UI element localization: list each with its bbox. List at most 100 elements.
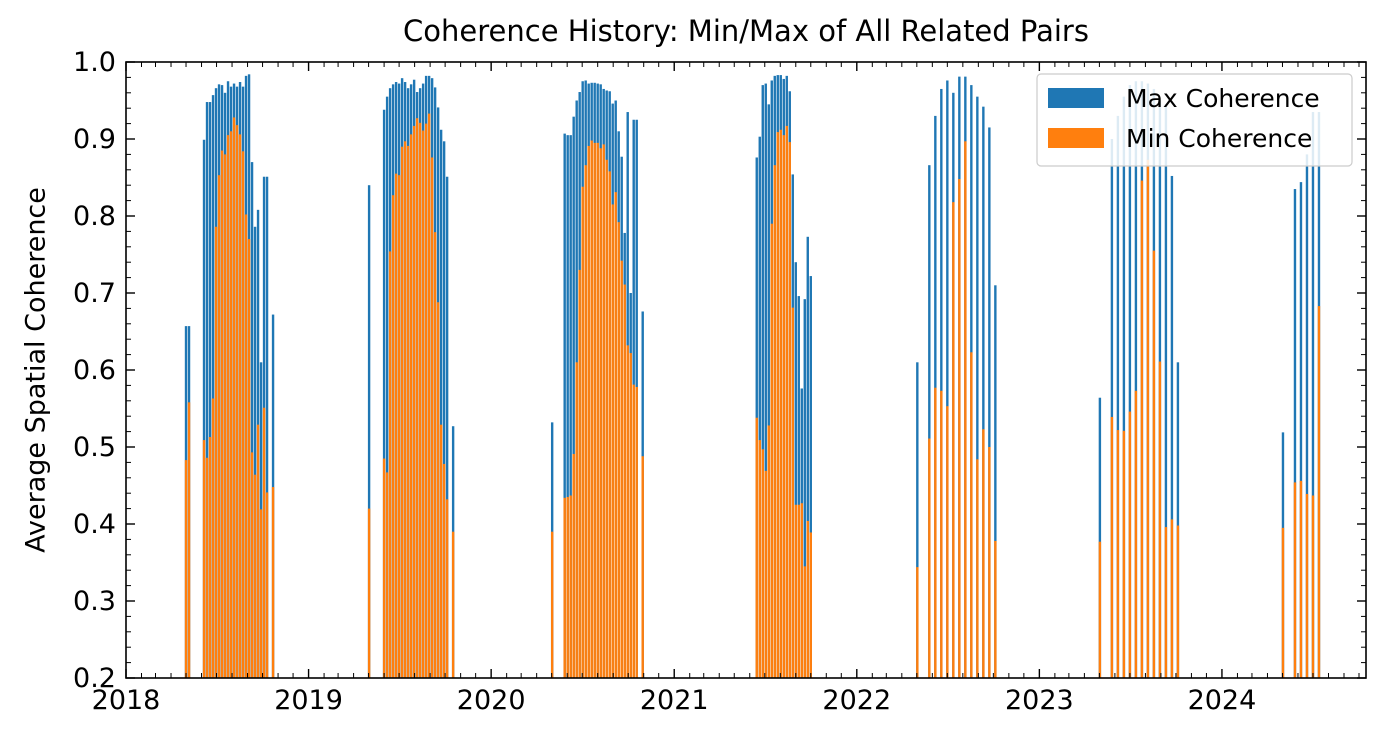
min-coherence-bar [223,154,227,678]
max-coherence-bar [442,141,446,678]
min-coherence-bar [964,141,967,678]
min-coherence-bar [788,142,791,678]
min-coherence-bar [367,508,371,678]
max-coherence-bar [761,85,764,679]
legend-swatch [1048,88,1104,108]
min-coherence-bar [770,223,773,678]
min-coherence-bar [946,406,949,678]
x-tick-label: 2019 [274,685,343,716]
min-coherence-bar [1299,480,1303,678]
min-coherence-bar [988,447,991,678]
min-coherence-bar [614,192,617,678]
min-coherence-bar [1176,525,1180,678]
max-coherence-bar [916,362,919,678]
min-coherence-bar [418,122,422,678]
min-coherence-bar [1134,390,1138,678]
max-coherence-bar [385,96,389,678]
max-coherence-bar [1098,397,1102,678]
legend-label: Max Coherence [1126,84,1320,113]
max-coherence-bar [1122,96,1126,678]
min-coherence-bar [611,204,614,678]
min-coherence-bar [427,113,431,679]
min-coherence-bar [220,150,224,679]
min-coherence-bar [626,345,629,678]
min-coherence-bar [421,130,425,678]
min-coherence-bar [1110,416,1114,678]
min-coherence-bar [1170,519,1174,678]
max-coherence-bar [809,276,812,678]
max-coherence-bar [1128,85,1132,679]
legend-label: Min Coherence [1126,124,1312,153]
max-coherence-bar [205,102,209,679]
max-coherence-bar [1299,182,1303,678]
min-coherence-bar [403,141,407,678]
min-coherence-bar [994,540,997,678]
max-coherence-bar [1305,154,1309,678]
max-coherence-bar [445,176,449,679]
max-coherence-bar [566,135,569,678]
min-coherence-bars [184,113,1321,679]
min-coherence-bar [970,352,973,678]
min-coherence-bar [800,503,803,678]
min-coherence-bar [934,387,937,678]
min-coherence-bar [605,159,608,679]
max-coherence-bar [367,185,371,678]
max-coherence-bar [572,116,575,679]
min-coherence-bar [208,436,212,678]
min-coherence-bar [952,202,955,678]
min-coherence-bar [803,566,806,678]
min-coherence-bar [982,429,985,678]
legend-box [1036,73,1353,167]
min-coherence-bar [773,165,776,678]
min-coherence-bar [584,165,587,678]
min-coherence-bar [632,384,635,678]
legend-swatch [1048,128,1104,148]
min-coherence-bar [442,463,446,678]
min-coherence-bar [629,353,632,678]
max-coherence-bar [940,88,943,678]
max-coherence-bar [946,80,949,679]
min-coherence-bar [928,438,931,678]
y-tick-label: 0.6 [73,355,116,386]
min-coherence-bar [250,452,254,678]
min-coherence-bar [265,492,269,678]
min-coherence-bar [391,195,395,678]
min-coherence-bar [566,497,569,678]
max-coherence-bar [794,262,797,678]
max-coherence-bar [439,129,443,678]
min-coherence-bar [229,131,233,679]
max-coherence-bar [1116,115,1120,678]
min-coherence-bar [259,509,263,678]
min-coherence-bar [1293,482,1297,678]
min-coherence-bar [575,362,578,678]
min-coherence-bar [406,145,410,678]
max-coherence-bar [806,236,809,679]
legend: Max Coherence Min Coherence [1036,73,1353,167]
min-coherence-bar [205,457,209,678]
min-coherence-bar [445,499,449,678]
min-coherence-bar [1281,527,1285,678]
min-coherence-bar [623,284,626,678]
max-coherence-bar [988,127,991,678]
min-coherence-bar [779,129,782,678]
min-coherence-bar [590,140,593,679]
min-coherence-bar [593,142,596,679]
min-coherence-bar [202,440,206,678]
x-tick-label: 2024 [1188,685,1257,716]
y-tick-label: 0.5 [73,432,116,463]
min-coherence-bar [596,142,599,679]
min-coherence-bar [271,487,275,678]
min-coherence-bar [764,470,767,678]
max-coherence-bar [758,136,761,678]
x-tick-label: 2021 [640,685,709,716]
min-coherence-bar [782,135,785,678]
max-coherence-bar [563,133,566,679]
min-coherence-bar [608,171,611,678]
min-coherence-bar [430,157,434,679]
y-tick-label: 0.9 [73,124,116,155]
min-coherence-bar [232,117,236,678]
min-coherence-bar [1164,527,1168,678]
min-coherence-bar [587,145,590,678]
min-coherence-bar [641,456,644,678]
min-coherence-bar [1098,541,1102,678]
